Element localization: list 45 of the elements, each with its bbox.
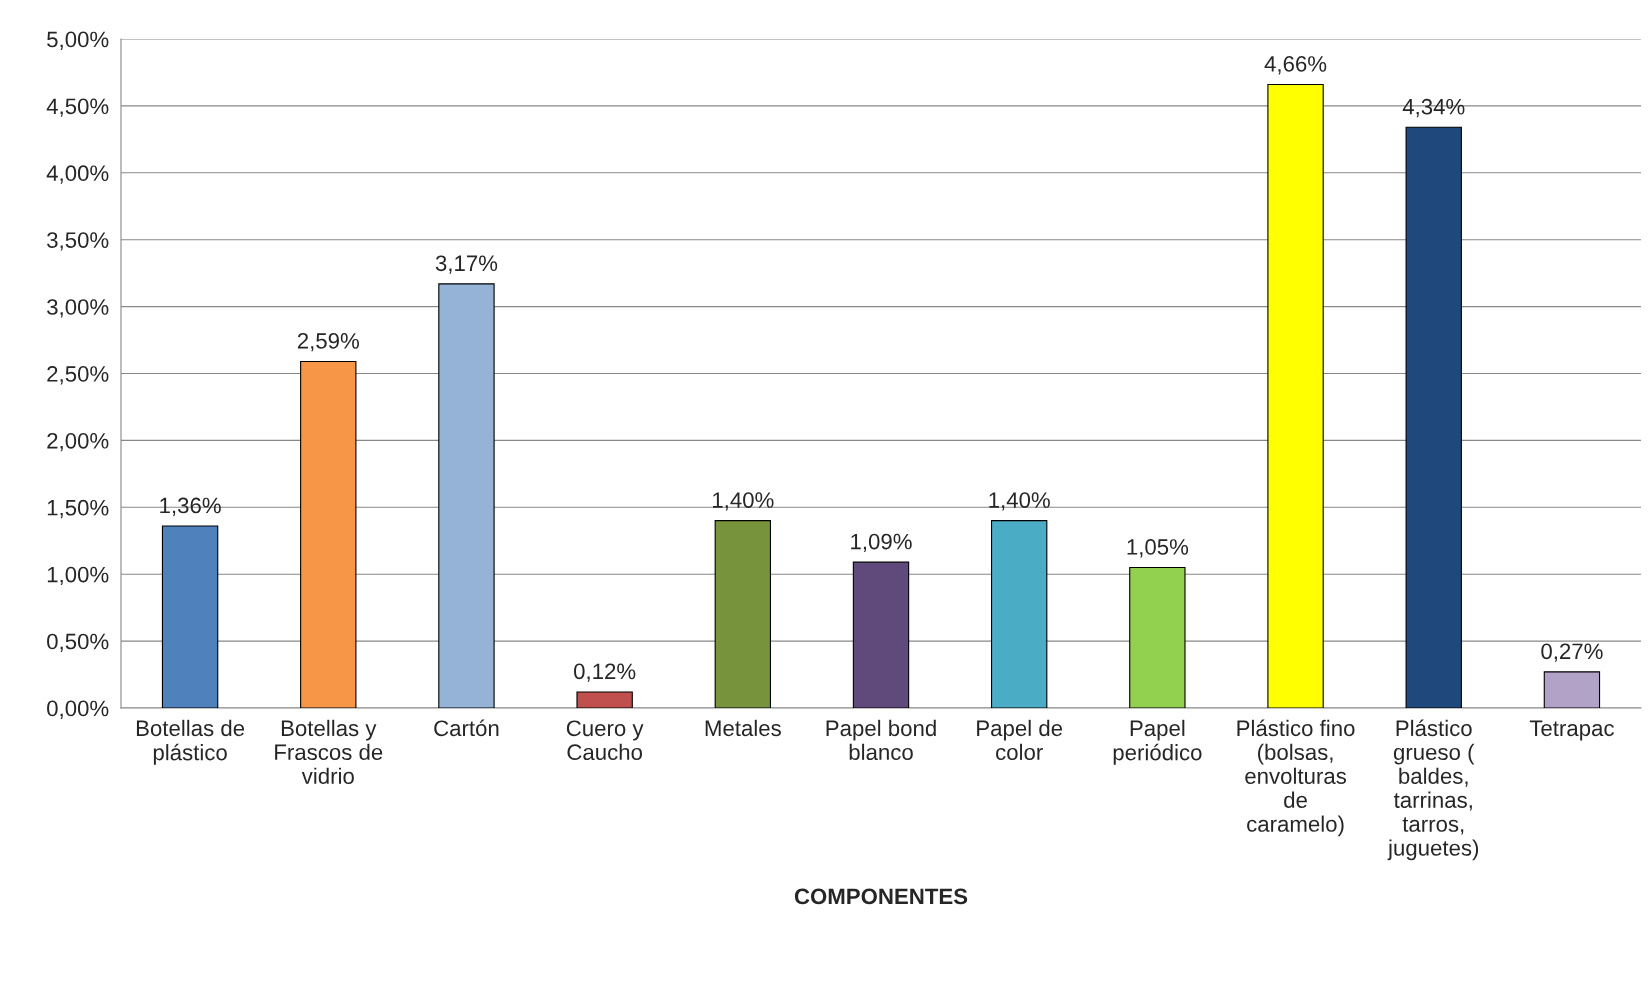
data-label: 0,12% [574,663,636,682]
y-tick-label: 1,50% [47,499,109,519]
x-tick-label: Plástico fino (bolsas, envolturas de caramelo) [1237,719,1355,837]
data-label: 0,27% [1541,643,1603,662]
data-label: 1,09% [851,533,912,553]
y-tick-label: 5,00% [47,31,109,50]
x-tick-label: Papel de color [977,719,1063,761]
x-axis-title: COMPONENTES [794,888,968,905]
y-tick-label: 2,50% [47,366,109,385]
data-label: 1,05% [1127,539,1189,558]
bar [438,283,495,708]
x-tick-label: Cartón [434,719,499,737]
data-label: 2,59% [297,333,359,352]
bar [990,520,1048,708]
bar [300,360,357,708]
y-tick-label: 0,00% [47,700,109,719]
x-tick-label: Metales [705,719,781,737]
bar [1405,126,1462,708]
bar [852,561,910,708]
data-label: 1,40% [989,492,1050,511]
bar [161,525,219,708]
x-tick-label: Papel bond blanco [826,719,936,761]
data-label: 4,34% [1402,98,1465,118]
x-tick-label: Plástico grueso ( baldes, tarrinas, tarros, juguetes) [1387,719,1479,861]
bar [1129,566,1186,708]
data-label: 3,17% [435,255,498,274]
data-label: 1,40% [713,492,774,511]
data-label: 1,36% [160,497,221,516]
x-tick-label: Botellas y Frascos de vidrio [275,719,383,784]
bar [576,691,633,708]
y-tick-label: 1,00% [47,566,109,586]
y-tick-label: 0,50% [47,633,109,652]
bar [1543,671,1601,708]
y-tick-label: 3,50% [47,232,109,251]
x-tick-label: Papel periódico [1113,719,1202,765]
x-tick-label: Tetrapac [1529,720,1614,741]
bar [1267,83,1324,708]
y-tick-label: 3,00% [47,299,109,318]
data-label: 4,66% [1264,56,1327,75]
bar [714,520,772,708]
x-tick-label: Cuero y Caucho [566,720,644,761]
x-tick-label: Botellas de plástico [136,719,245,765]
y-tick-label: 4,50% [46,98,109,117]
y-tick-label: 2,00% [47,432,109,452]
y-tick-label: 4,00% [46,165,109,184]
